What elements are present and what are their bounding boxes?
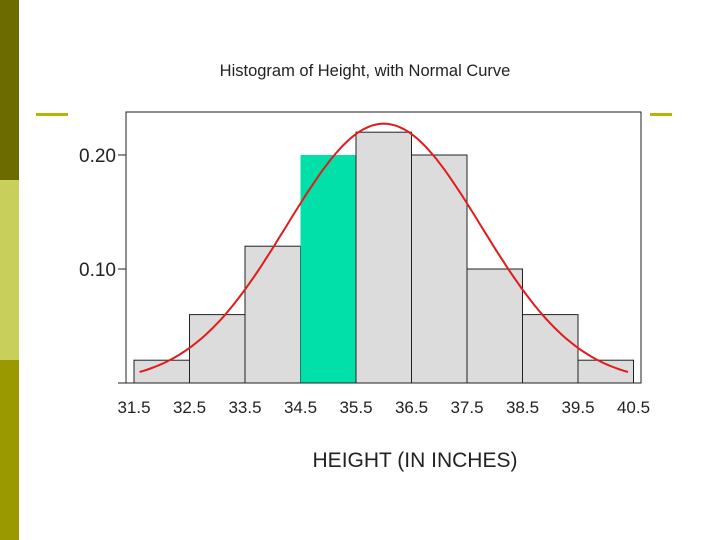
decorative-rule-left	[36, 113, 68, 116]
x-axis: 31.5 32.5 33.5 34.5 35.5 36.5 37.5 38.5 39.5 40.5	[117, 398, 650, 417]
decorative-sidebar-bottom	[0, 360, 19, 540]
chart-title: Histogram of Height, with Normal Curve	[219, 62, 511, 80]
y-axis: 0.10 0.20	[79, 146, 126, 384]
histogram-bar	[355, 131, 412, 384]
x-axis-label: HEIGHT (IN INCHES)	[312, 449, 518, 472]
decorative-sidebar-top	[0, 0, 19, 180]
y-tick-label: 0.20	[79, 146, 116, 167]
x-tick-label: 35.5	[339, 398, 372, 417]
histogram-bar	[189, 314, 246, 384]
decorative-sidebar-middle	[0, 180, 19, 360]
x-tick-label: 34.5	[284, 398, 317, 417]
bars-layer	[133, 131, 634, 384]
normal-curve-line	[139, 122, 629, 373]
y-tick-label: 0.10	[79, 260, 116, 281]
x-tick-label: 37.5	[450, 398, 483, 417]
histogram-bar	[244, 245, 301, 384]
x-tick-label: 36.5	[395, 398, 428, 417]
x-tick-label: 39.5	[561, 398, 594, 417]
histogram-bar	[466, 268, 523, 384]
x-tick-label: 33.5	[228, 398, 261, 417]
x-tick-label: 32.5	[173, 398, 206, 417]
decorative-rule-right	[650, 113, 672, 116]
histogram-bar	[522, 314, 579, 384]
histogram-bar-highlighted	[300, 155, 356, 383]
normal-curve-layer	[139, 122, 629, 373]
x-tick-label: 40.5	[617, 398, 650, 417]
plot-frame	[125, 111, 642, 384]
x-tick-label: 31.5	[117, 398, 150, 417]
x-tick-label: 38.5	[506, 398, 539, 417]
